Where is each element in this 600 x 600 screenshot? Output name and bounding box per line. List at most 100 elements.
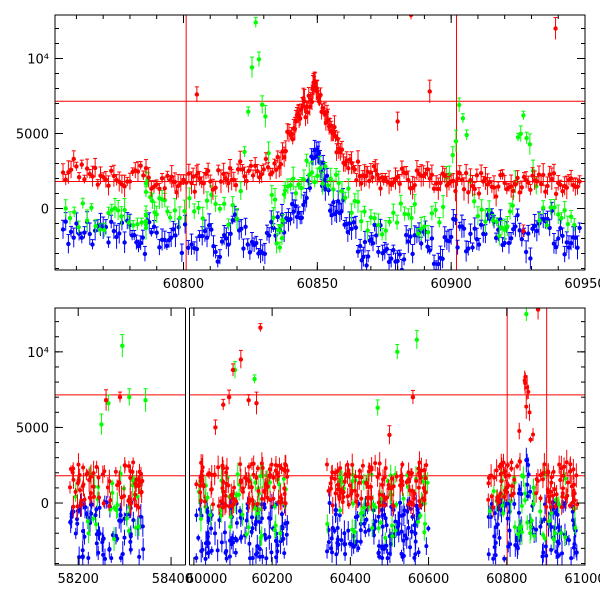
red-point: [503, 469, 508, 474]
red-point: [281, 154, 287, 160]
blue-point: [205, 531, 210, 536]
blue-point: [478, 222, 484, 228]
top-plot-area: [55, 15, 585, 270]
green-point: [398, 201, 404, 206]
red-point: [75, 504, 80, 509]
blue-point: [168, 235, 174, 240]
red-point: [194, 482, 199, 487]
blue-point: [275, 214, 280, 220]
red-point: [560, 188, 565, 194]
green-outlier-point: [524, 311, 529, 317]
green-point: [527, 142, 533, 147]
red-point: [279, 466, 284, 471]
blue-point: [200, 547, 205, 552]
red-outlier-point: [258, 325, 263, 330]
red-point: [267, 467, 272, 472]
red-point: [63, 177, 68, 182]
green-point: [391, 210, 396, 215]
green-point: [433, 207, 438, 213]
red-point: [347, 471, 352, 476]
blue-point: [215, 548, 220, 553]
red-point: [135, 169, 141, 174]
red-point: [524, 404, 529, 409]
green-point: [383, 228, 389, 233]
green-point: [235, 472, 240, 477]
green-point: [429, 211, 435, 216]
red-point: [536, 172, 542, 177]
blue-point: [194, 513, 199, 518]
blue-point: [326, 540, 331, 545]
green-point: [221, 201, 227, 207]
blue-point: [250, 526, 255, 531]
green-point: [394, 220, 400, 225]
red-point: [335, 468, 340, 473]
green-point: [259, 102, 265, 107]
blue-point: [380, 513, 385, 518]
green-point: [390, 534, 395, 539]
green-point: [196, 205, 201, 211]
blue-point: [357, 243, 363, 249]
blue-point: [238, 536, 243, 541]
blue-point: [517, 491, 522, 496]
red-point: [71, 477, 76, 482]
red-point: [527, 410, 532, 415]
red-point: [409, 471, 414, 476]
green-point: [471, 199, 477, 204]
red-point: [250, 173, 256, 178]
green-point: [187, 196, 192, 201]
red-point: [259, 461, 264, 466]
green-point: [383, 535, 388, 540]
blue-point: [219, 540, 224, 545]
blue-point: [330, 525, 335, 530]
blue-point: [440, 256, 445, 262]
red-point: [71, 156, 76, 162]
red-point: [220, 486, 225, 491]
blue-point: [339, 209, 344, 214]
red-point: [330, 470, 335, 475]
blue-point: [324, 173, 330, 178]
green-point: [541, 205, 546, 211]
green-point: [358, 511, 363, 516]
blue-point: [339, 538, 344, 543]
red-point: [489, 473, 494, 478]
red-point: [216, 465, 221, 470]
red-point: [552, 487, 557, 492]
blue-point: [142, 251, 148, 257]
green-point: [390, 523, 395, 528]
plot-frame: [54, 14, 586, 271]
blue-point: [280, 524, 285, 529]
red-point: [510, 484, 515, 489]
blue-point: [453, 217, 458, 223]
red-point: [244, 476, 249, 481]
green-point: [521, 474, 526, 479]
axis-break-gap: [185, 307, 190, 566]
green-point: [362, 505, 367, 510]
red-point: [399, 473, 404, 478]
blue-point: [370, 240, 376, 246]
blue-point: [138, 240, 143, 246]
green-point: [559, 215, 564, 221]
blue-point: [151, 224, 157, 229]
blue-point: [250, 515, 255, 520]
green-point: [102, 227, 107, 233]
green-point: [234, 216, 240, 222]
green-point: [299, 185, 304, 191]
blue-point: [262, 251, 268, 256]
green-point: [355, 199, 361, 205]
red-point: [342, 479, 347, 484]
blue-point: [542, 517, 547, 522]
red-point: [332, 124, 337, 130]
green-point: [281, 476, 286, 481]
green-outlier-point: [120, 343, 125, 348]
red-point: [79, 162, 84, 167]
red-point: [278, 495, 283, 500]
red-point: [333, 491, 338, 496]
blue-point: [255, 544, 260, 549]
y-tick-label: 5000: [16, 128, 49, 143]
blue-point: [404, 536, 409, 541]
green-point: [387, 219, 392, 225]
blue-point: [363, 529, 368, 534]
red-point: [262, 489, 267, 494]
red-point: [108, 498, 113, 503]
